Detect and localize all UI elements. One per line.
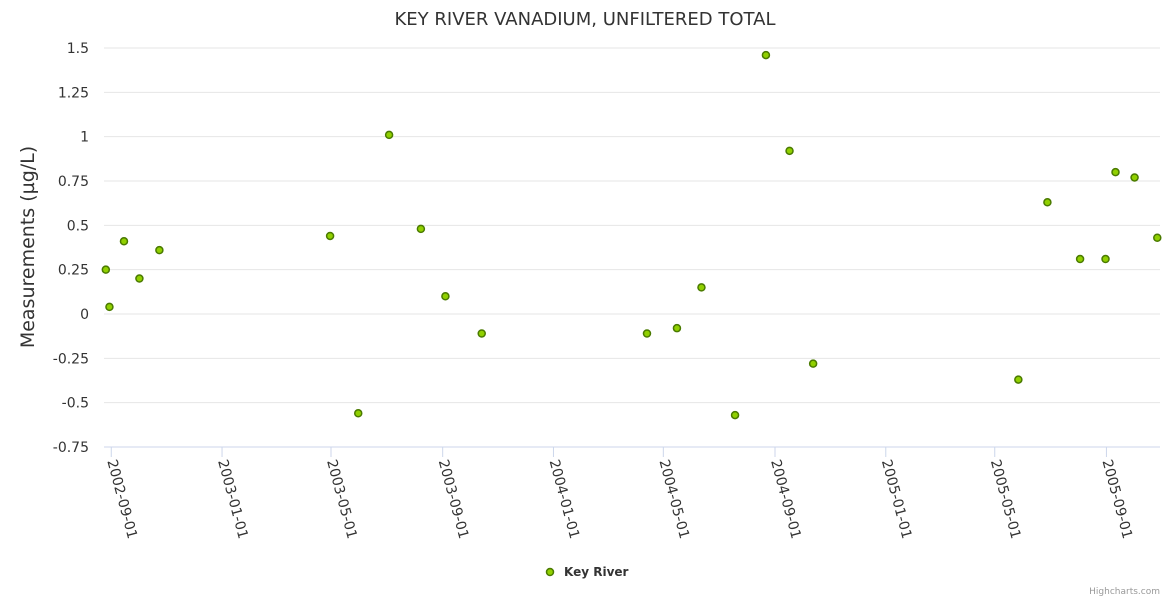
y-tick-label: 0.5	[67, 218, 89, 234]
grid-layer	[104, 47, 1160, 404]
y-tick-label: 1	[80, 130, 89, 146]
data-point[interactable]	[785, 146, 794, 156]
data-point[interactable]	[808, 359, 818, 368]
data-point[interactable]	[135, 274, 144, 283]
data-point[interactable]	[697, 283, 706, 292]
y-tick-label: 0	[80, 307, 89, 323]
y-tick-label: 1.5	[67, 41, 89, 57]
y-tick-label: -0.25	[53, 351, 89, 367]
y-axis-ticks: -0.75 -0.5 -0.25 0 0.25 0.5 0.75 1 1.25 1.5	[53, 41, 89, 456]
y-tick-label: 0.25	[58, 263, 89, 279]
data-point[interactable]	[1153, 233, 1162, 242]
y-tick-label: -0.75	[53, 440, 89, 456]
legend[interactable]: Key River	[545, 565, 629, 579]
data-point[interactable]	[325, 231, 335, 241]
data-point[interactable]	[1043, 198, 1052, 207]
data-point[interactable]	[119, 237, 129, 246]
y-axis-label: Measurements (µg/L)	[17, 146, 39, 348]
legend-item-key-river[interactable]: Key River	[564, 565, 629, 579]
legend-marker	[545, 567, 555, 577]
data-point[interactable]	[441, 292, 450, 301]
data-point[interactable]	[1111, 167, 1120, 177]
data-point[interactable]	[155, 245, 164, 255]
data-point[interactable]	[105, 302, 114, 312]
credits-link[interactable]: Highcharts.com	[1089, 587, 1160, 597]
data-point[interactable]	[477, 329, 486, 338]
data-point[interactable]	[672, 323, 682, 333]
series-key-river[interactable]	[101, 50, 1162, 420]
data-point[interactable]	[1130, 173, 1139, 182]
data-point[interactable]	[353, 409, 363, 418]
chart-title: KEY RIVER VANADIUM, UNFILTERED TOTAL	[395, 9, 776, 30]
data-point[interactable]	[730, 410, 740, 420]
data-point[interactable]	[416, 224, 426, 234]
data-point[interactable]	[1101, 254, 1110, 264]
data-point[interactable]	[1075, 254, 1085, 264]
y-tick-label: 0.75	[58, 174, 89, 190]
data-point[interactable]	[761, 50, 771, 60]
y-tick-label: 1.25	[58, 85, 89, 101]
data-point[interactable]	[1014, 375, 1023, 384]
y-tick-label: -0.5	[62, 396, 89, 412]
data-point[interactable]	[384, 130, 394, 140]
data-point[interactable]	[101, 265, 111, 274]
data-point[interactable]	[642, 329, 652, 338]
